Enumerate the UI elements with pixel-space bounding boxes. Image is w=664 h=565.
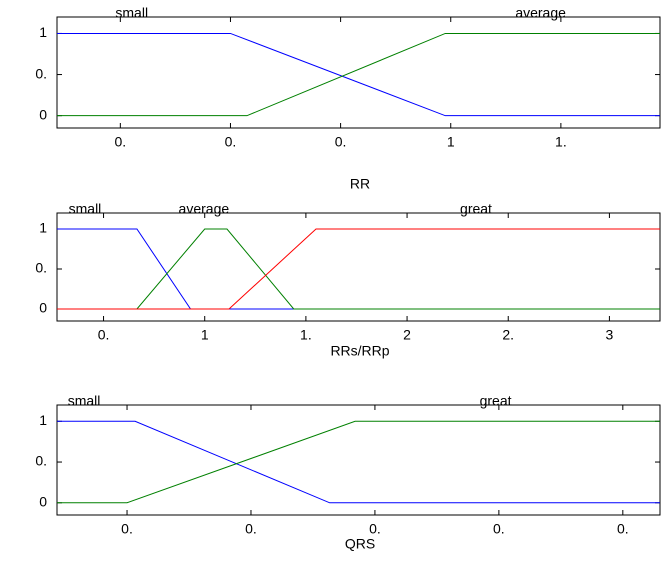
membership-line: [57, 32, 660, 117]
y-tick-label: 1: [39, 412, 47, 428]
membership-line: [57, 228, 660, 310]
x-tick-label: 0.: [245, 521, 257, 537]
plot-frame: [56, 16, 661, 129]
x-tick-label: 0.: [114, 134, 126, 150]
x-axis-label: RR: [350, 176, 370, 192]
membership-line: [57, 228, 660, 310]
series-label: great: [460, 201, 492, 217]
y-tick-label: 0.: [35, 65, 47, 81]
x-tick-label: 0.: [335, 134, 347, 150]
x-tick-label: 0.: [121, 521, 133, 537]
x-tick-label: 1.: [555, 134, 567, 150]
x-tick-label: 0.: [493, 521, 505, 537]
x-tick-label: 1: [447, 134, 455, 150]
series-label: small: [69, 201, 102, 217]
x-axis-label: RRs/RRp: [330, 343, 389, 359]
y-tick-label: 0.: [35, 260, 47, 276]
y-tick-label: 0: [39, 493, 47, 509]
y-tick-label: 1: [39, 220, 47, 236]
x-tick-label: 0.: [225, 134, 237, 150]
x-tick-label: 2: [403, 327, 411, 343]
series-label: small: [68, 393, 101, 409]
y-tick-label: 0: [39, 106, 47, 122]
x-tick-label: 3: [606, 327, 614, 343]
x-tick-label: 0.: [98, 327, 110, 343]
membership-line: [57, 420, 660, 504]
y-tick-label: 0: [39, 300, 47, 316]
x-axis-label: QRS: [345, 536, 375, 552]
plot-frame: [56, 404, 661, 516]
membership-line: [57, 32, 660, 117]
series-label: small: [115, 5, 148, 21]
series-label: average: [179, 201, 230, 217]
plot-frame: [56, 212, 661, 322]
membership-line: [57, 420, 660, 504]
series-label: average: [515, 5, 566, 21]
x-tick-label: 1: [201, 327, 209, 343]
y-tick-label: 0.: [35, 453, 47, 469]
x-tick-label: 0.: [369, 521, 381, 537]
series-label: great: [480, 393, 512, 409]
x-tick-label: 1.: [300, 327, 312, 343]
x-tick-label: 2.: [502, 327, 514, 343]
x-tick-label: 0.: [617, 521, 629, 537]
y-tick-label: 1: [39, 24, 47, 40]
